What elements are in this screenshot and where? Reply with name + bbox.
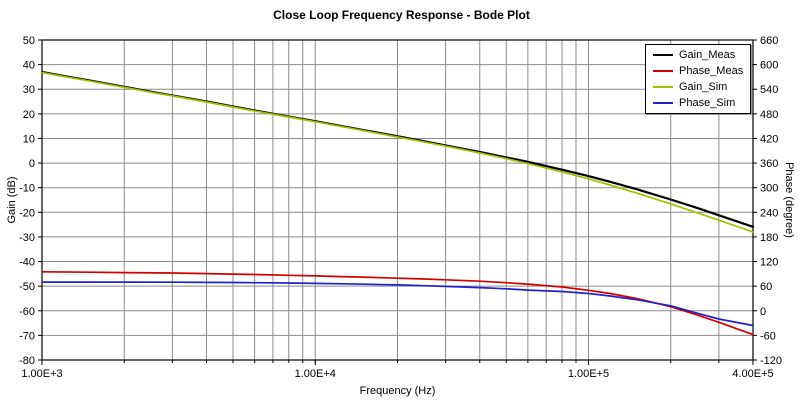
y-right-tick-label: 360 — [760, 158, 778, 170]
y-right-tick-label: 0 — [760, 306, 766, 318]
y-axis-label-left: Gain (dB) — [6, 176, 18, 224]
y-left-tick-label: 40 — [23, 60, 35, 72]
x-tick-label: 1.00E+3 — [21, 368, 62, 380]
y-left-tick-label: 10 — [23, 133, 35, 145]
y-left-tick-label: 30 — [23, 84, 35, 96]
legend-label: Gain_Sim — [679, 81, 728, 93]
y-left-tick-label: 0 — [29, 158, 35, 170]
y-right-tick-label: 540 — [760, 84, 778, 96]
y-right-tick-label: 60 — [760, 281, 772, 293]
legend-label: Phase_Meas — [679, 65, 744, 77]
y-left-tick-label: -30 — [19, 232, 35, 244]
legend-swatch — [653, 54, 673, 56]
x-tick-label: 4.00E+5 — [732, 368, 773, 380]
y-right-tick-label: -60 — [760, 330, 776, 342]
y-left-tick-label: 20 — [23, 109, 35, 121]
y-left-tick-label: -20 — [19, 207, 35, 219]
y-right-tick-label: 240 — [760, 207, 778, 219]
legend-swatch — [653, 86, 673, 88]
x-axis-label: Frequency (Hz) — [359, 385, 436, 397]
legend-item: Phase_Sim — [653, 97, 743, 109]
y-right-tick-label: 600 — [760, 60, 778, 72]
y-left-tick-label: -50 — [19, 281, 35, 293]
y-right-tick-label: 180 — [760, 232, 778, 244]
y-right-tick-label: 480 — [760, 109, 778, 121]
x-tick-label: 1.00E+5 — [568, 368, 609, 380]
y-axis-label-right: Phase (degree) — [783, 162, 795, 238]
legend-swatch — [653, 102, 673, 104]
legend-item: Gain_Sim — [653, 81, 743, 93]
y-right-tick-label: 660 — [760, 35, 778, 47]
legend-label: Gain_Meas — [679, 49, 736, 61]
legend: Gain_Meas Phase_Meas Gain_Sim Phase_Sim — [645, 44, 752, 114]
y-right-tick-label: 120 — [760, 257, 778, 269]
y-right-tick-label: -120 — [760, 355, 782, 367]
legend-label: Phase_Sim — [679, 97, 736, 109]
y-right-tick-label: 300 — [760, 183, 778, 195]
y-left-tick-label: -40 — [19, 257, 35, 269]
series-line-gain_sim — [41, 71, 754, 233]
y-left-tick-label: -70 — [19, 330, 35, 342]
y-left-tick-label: -60 — [19, 306, 35, 318]
series-line-phase_sim — [41, 281, 754, 327]
legend-swatch — [653, 70, 673, 72]
chart-title: Close Loop Frequency Response - Bode Plo… — [273, 8, 530, 22]
series-line-phase_meas — [41, 270, 754, 336]
legend-item: Phase_Meas — [653, 65, 743, 77]
y-left-tick-label: -80 — [19, 355, 35, 367]
x-tick-label: 1.00E+4 — [295, 368, 336, 380]
y-left-tick-label: -10 — [19, 183, 35, 195]
y-right-tick-label: 420 — [760, 133, 778, 145]
y-left-tick-label: 50 — [23, 35, 35, 47]
legend-item: Gain_Meas — [653, 49, 743, 61]
